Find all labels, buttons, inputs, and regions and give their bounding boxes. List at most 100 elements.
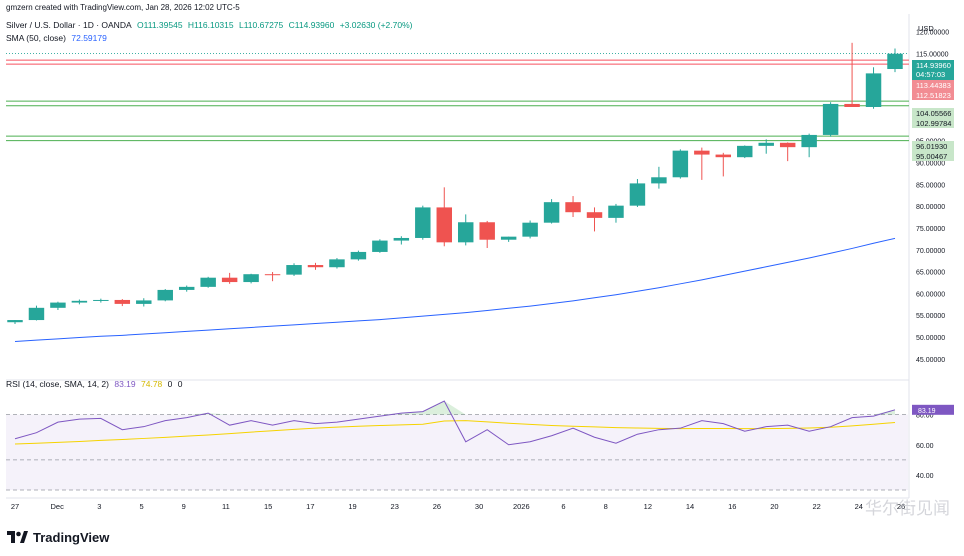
rsi-extra-1: 0 [167, 379, 173, 389]
price-tick-label: 115.00000 [916, 51, 949, 58]
time-tick-label: Dec [51, 502, 65, 511]
price-tick-label: 75.00000 [916, 226, 945, 233]
candle-body [737, 145, 753, 158]
rsi-ma-value: 74.78 [141, 379, 163, 389]
rsi-tick-label: 40.00 [916, 473, 934, 480]
price-tick-label: 45.00000 [916, 357, 945, 364]
candle-body [479, 222, 495, 240]
ohlc-high: H116.10315 [187, 20, 234, 30]
candle-body [758, 142, 774, 146]
candle-body [565, 202, 581, 213]
symbol-name: Silver / U.S. Dollar · 1D · OANDA [6, 20, 132, 30]
candle-body [200, 277, 216, 287]
level-tag-resistance [912, 80, 954, 90]
candle-body [372, 240, 388, 252]
watermark-text: 华尔街见闻 [865, 499, 950, 518]
candle-body [178, 286, 195, 290]
candle-body [801, 134, 817, 148]
level-label-support: 95.00467 [916, 152, 947, 161]
price-tick-label: 65.00000 [916, 270, 945, 277]
tradingview-logo[interactable]: TradingView [6, 528, 109, 546]
level-label-support: 102.99784 [916, 119, 951, 128]
level-label-resistance: 112.51823 [916, 91, 951, 100]
currency-label: USD [918, 24, 934, 33]
candle-body [329, 259, 345, 268]
candle-body [50, 302, 66, 308]
last-price-label: 114.93960 [916, 61, 951, 70]
rsi-label: RSI (14, close, SMA, 14, 2) [6, 379, 109, 389]
rsi-overbought-fill [422, 401, 445, 415]
rsi-overbought-fill [208, 413, 230, 415]
candle-body [71, 300, 88, 303]
last-price-tag [912, 60, 954, 80]
sma-label: SMA (50, close) [6, 33, 66, 43]
candle-body [672, 150, 689, 178]
time-tick-label: 8 [604, 502, 608, 511]
time-tick-label: 14 [686, 502, 694, 511]
rsi-value: 83.19 [114, 379, 136, 389]
time-tick-label: 2026 [513, 502, 530, 511]
price-tick-label: 120.00000 [916, 29, 949, 36]
level-tag-support [912, 141, 954, 151]
candle-body [694, 150, 710, 155]
sma-line [14, 237, 896, 342]
time-tick-label: 20 [770, 502, 778, 511]
time-tick-label: 27 [11, 502, 19, 511]
candle-body [28, 307, 45, 321]
candle-body [114, 299, 131, 304]
price-tick-label: 80.00000 [916, 204, 945, 211]
candle-body [436, 207, 452, 243]
countdown-label: 04:57:03 [916, 70, 945, 79]
candle-body [865, 73, 882, 107]
candle-body [415, 207, 431, 238]
candle-body [221, 277, 238, 283]
ohlc-close: C114.93960 [288, 20, 335, 30]
candle-body [7, 320, 23, 323]
price-tick-label: 90.00000 [916, 160, 945, 167]
time-tick-label: 15 [264, 502, 272, 511]
candle-body [543, 202, 560, 223]
candle-body [586, 212, 603, 218]
candle-body [822, 103, 839, 135]
candle-body [286, 265, 302, 275]
candle-body [157, 289, 173, 301]
rsi-tick-label: 60.00 [916, 443, 934, 450]
candle-body [307, 265, 324, 268]
candle-body [779, 142, 796, 148]
candle-body [136, 300, 152, 304]
candle-body [243, 274, 259, 283]
time-tick-label: 3 [97, 502, 101, 511]
level-label-support: 96.01930 [916, 142, 947, 151]
legend-main: Silver / U.S. Dollar · 1D · OANDA O111.3… [6, 20, 415, 30]
time-tick-label: 6 [561, 502, 565, 511]
candle-body [264, 274, 281, 276]
sma-value: 72.59179 [71, 33, 107, 43]
candle-body [629, 183, 646, 206]
legend-sma: SMA (50, close) 72.59179 [6, 33, 110, 43]
time-tick-label: 23 [391, 502, 399, 511]
created-by-text: gmzern created with TradingView.com, Jan… [6, 3, 240, 12]
level-tag-support [912, 118, 954, 128]
price-tick-label: 55.00000 [916, 313, 945, 320]
candle-body [715, 154, 732, 158]
ohlc-low: L110.67275 [238, 20, 284, 30]
candle-body [651, 177, 667, 184]
time-tick-label: 11 [222, 502, 230, 511]
candle-body [93, 299, 109, 301]
candle-body [522, 222, 538, 237]
candle-body [393, 237, 410, 241]
candle-body [844, 103, 860, 107]
legend-rsi: RSI (14, close, SMA, 14, 2) 83.19 74.78 … [6, 379, 186, 389]
rsi-tick-label: 80.00 [916, 413, 934, 420]
level-tag-resistance [912, 90, 954, 100]
ohlc-change: +3.02630 (+2.70%) [339, 20, 413, 30]
time-tick-label: 17 [306, 502, 314, 511]
tradingview-logo-text: TradingView [33, 529, 110, 545]
level-tag-support [912, 108, 954, 118]
time-tick-label: 12 [644, 502, 652, 511]
time-tick-label: 24 [855, 502, 863, 511]
rsi-value-tag-label: 83.19 [918, 408, 936, 415]
candle-body [458, 222, 474, 243]
rsi-value-tag [912, 404, 954, 415]
